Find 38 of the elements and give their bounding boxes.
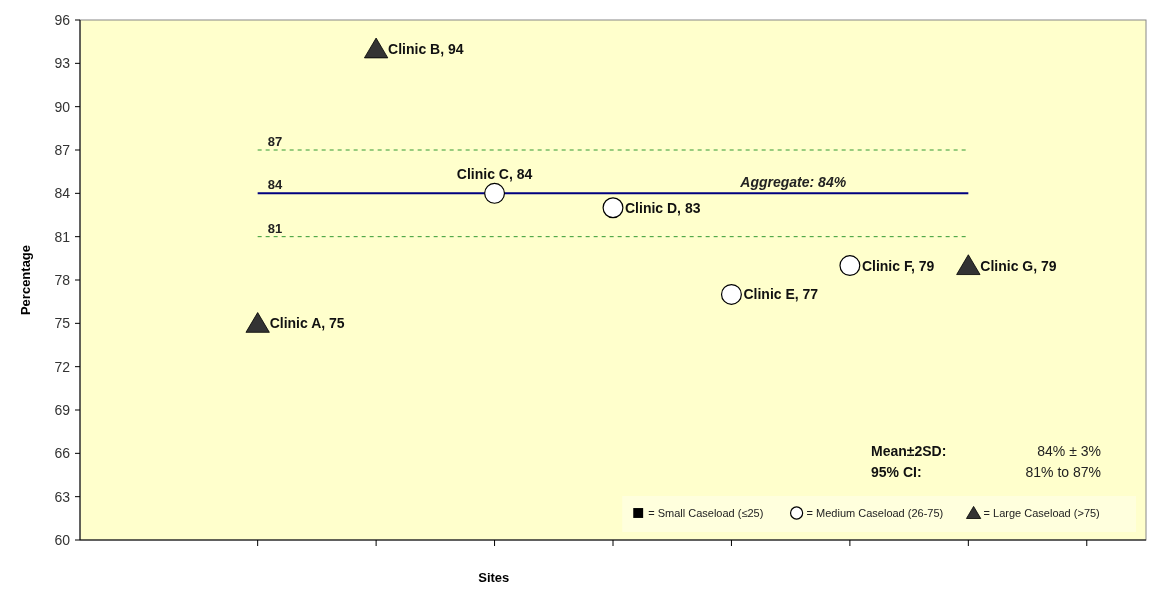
point [484,182,506,204]
text: Mean±2SD: 84% ± 3% [871,443,1101,459]
legend-label: = Medium Caseload (26-75) [806,507,944,519]
data-label: Clinic E, 77 [743,286,819,303]
data-label: Clinic A, 75 [269,315,345,332]
y-tick-label: 90 [54,98,71,115]
point [956,254,981,275]
point [720,283,742,305]
annotation: 84 [267,177,283,193]
ref-line-label: 81 [267,220,283,236]
y-tick-label: 66 [54,445,71,462]
ref-line-label: Aggregate: 84% [739,174,847,191]
y-tick-label: 75 [54,315,71,332]
point [839,255,861,277]
ref-line-label: 87 [267,134,283,149]
y-tick-label: 93 [54,55,71,72]
y-axis-title: Percentage [18,244,33,316]
x-axis-title: Sites [478,570,510,585]
y-tick-label: 87 [54,142,71,158]
data-label: Clinic G, 79 [980,257,1057,274]
y-tick-label: 84 [54,185,71,202]
point [602,197,624,219]
data-label: Clinic C, 84 [456,166,533,183]
y-tick-label: 69 [54,402,71,418]
legend-label: = Small Caseload (≤25) [648,507,764,519]
y-tick-label: 81 [54,228,71,245]
data-label: Clinic F, 79 [861,257,935,274]
point [364,37,389,59]
y-tick-label: 63 [54,488,71,505]
data-label: Clinic B, 94 [388,40,464,57]
point [245,312,270,333]
y-tick-label: 96 [54,12,71,28]
text: 95% CI: 81% to 87% [871,464,1101,480]
data-label: Clinic D, 83 [625,199,701,216]
y-tick-label: 78 [54,272,71,288]
y-tick-label: 60 [54,532,71,548]
legend-label: = Large Caseload (>75) [983,507,1100,519]
y-tick-label: 72 [54,358,71,375]
